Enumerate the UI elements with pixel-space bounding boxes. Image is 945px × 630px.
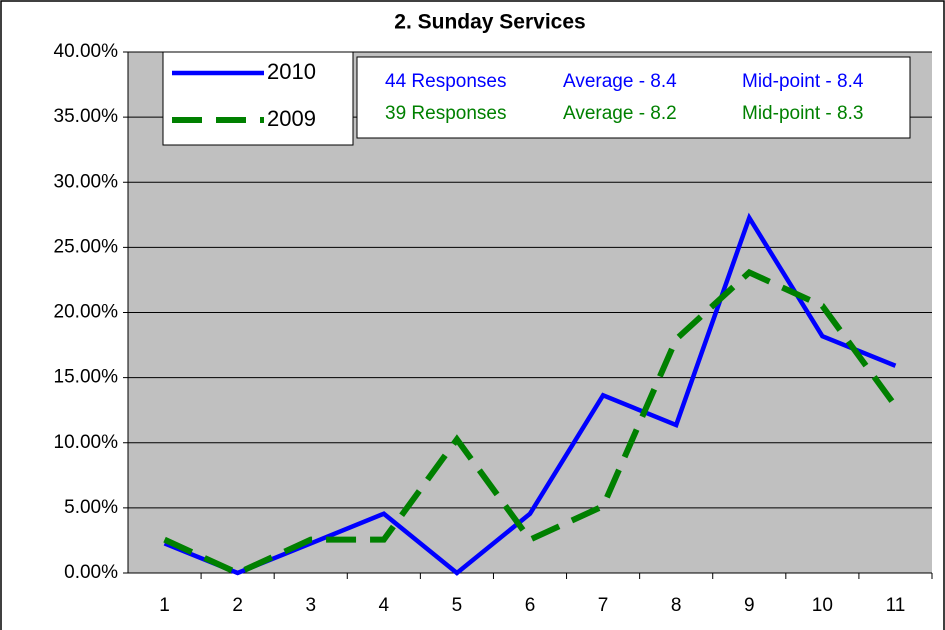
x-tick-label: 8 (671, 595, 682, 616)
legend-label: 2009 (267, 106, 316, 131)
annotation-text: Mid-point - 8.4 (742, 71, 864, 92)
x-tick-label: 3 (305, 595, 316, 616)
y-tick-label: 0.00% (64, 562, 118, 583)
annotation-text: Average - 8.4 (563, 71, 677, 92)
x-tick-label: 5 (452, 595, 463, 616)
x-tick-label: 4 (379, 595, 390, 616)
x-tick-label: 9 (744, 595, 755, 616)
x-tick-label: 10 (812, 595, 833, 616)
x-tick-label: 6 (525, 595, 536, 616)
y-tick-label: 5.00% (64, 497, 118, 518)
chart-title: 2. Sunday Services (394, 11, 585, 34)
annotation-text: Mid-point - 8.3 (742, 103, 863, 124)
y-tick-label: 30.00% (54, 171, 119, 192)
annotation-box (356, 56, 911, 139)
y-tick-label: 40.00% (54, 41, 119, 62)
y-tick-label: 10.00% (54, 432, 119, 453)
annotation-text: 44 Responses (385, 71, 506, 92)
annotation-text: Average - 8.2 (563, 103, 677, 124)
x-tick-label: 11 (886, 595, 906, 616)
legend-label: 2010 (267, 59, 316, 84)
legend-box (162, 51, 354, 146)
x-tick-label: 1 (159, 595, 170, 616)
y-tick-label: 25.00% (54, 236, 119, 257)
x-tick-label: 7 (598, 595, 609, 616)
y-tick-label: 20.00% (54, 302, 119, 323)
series-line (163, 268, 898, 577)
x-tick-label: 2 (232, 595, 243, 616)
y-tick-label: 35.00% (54, 106, 119, 127)
y-tick-label: 15.00% (54, 367, 119, 388)
annotation-text: 39 Responses (385, 103, 506, 124)
